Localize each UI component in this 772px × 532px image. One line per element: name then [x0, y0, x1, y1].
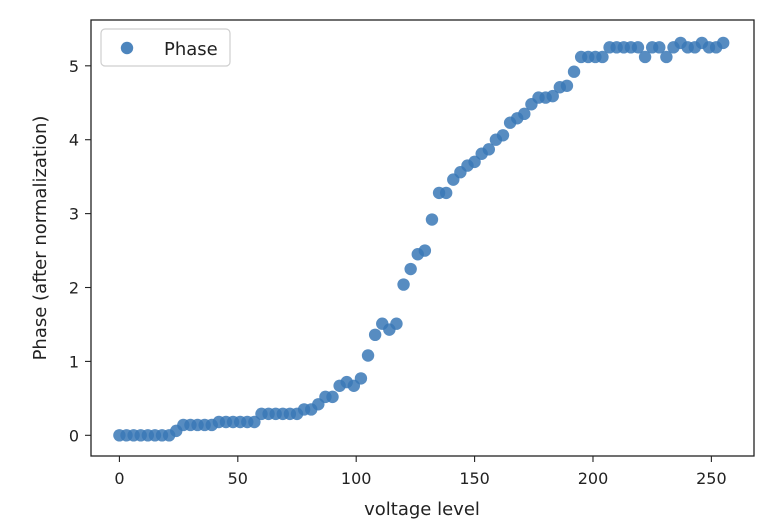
y-axis-label: Phase (after normalization): [30, 116, 51, 361]
data-point: [567, 65, 581, 78]
y-tick-label: 4: [69, 131, 79, 150]
data-point: [653, 41, 666, 54]
x-tick-label: 250: [696, 469, 727, 488]
x-tick-label: 100: [341, 469, 372, 488]
data-point: [717, 36, 730, 50]
data-point: [560, 79, 574, 92]
y-tick-label: 0: [69, 426, 79, 445]
data-point: [326, 390, 339, 404]
data-point: [638, 50, 652, 64]
data-point: [439, 186, 453, 200]
y-axis-ticks: 0 1 2 3 4 5: [69, 57, 91, 445]
data-point: [404, 262, 417, 276]
data-point: [546, 89, 559, 103]
x-tick-label: 200: [578, 469, 609, 488]
data-point: [631, 41, 645, 54]
data-point: [418, 244, 432, 257]
x-tick-label: 50: [228, 469, 248, 488]
y-tick-label: 1: [69, 352, 79, 371]
data-point: [425, 213, 439, 226]
x-tick-label: 0: [114, 469, 124, 488]
data-point: [368, 328, 382, 342]
plot-frame: [90, 19, 755, 457]
data-point: [397, 278, 410, 291]
y-tick-label: 3: [69, 205, 79, 224]
data-point: [361, 349, 375, 362]
data-point: [496, 129, 510, 142]
data-point: [518, 107, 531, 121]
data-point: [468, 155, 481, 169]
data-point: [390, 317, 403, 330]
x-tick-label: 150: [459, 469, 490, 488]
legend-box: [100, 28, 231, 67]
data-point: [660, 50, 673, 64]
data-point: [248, 415, 261, 429]
data-point: [596, 50, 609, 64]
x-axis-ticks: 0 50 100 150 200 250: [114, 456, 727, 488]
legend-label: Phase: [164, 39, 218, 60]
legend-marker: [120, 41, 134, 55]
data-point: [354, 372, 368, 385]
y-tick-label: 2: [69, 279, 79, 298]
data-point: [482, 143, 495, 156]
y-tick-label: 5: [69, 57, 79, 76]
x-axis-label: voltage level: [364, 499, 480, 520]
data-points: [113, 36, 730, 442]
legend: Phase: [100, 28, 231, 67]
